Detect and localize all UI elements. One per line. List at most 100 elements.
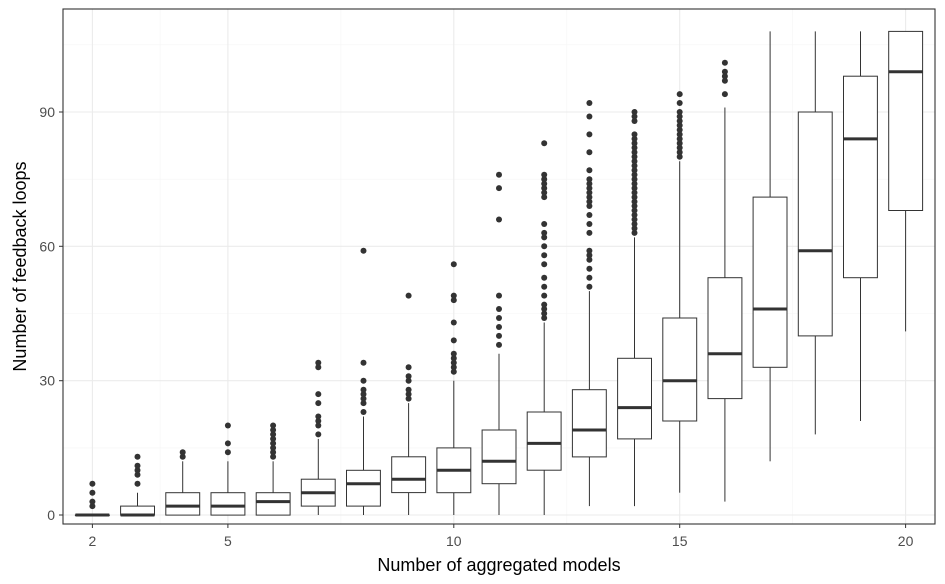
box-5 (210, 422, 246, 516)
outlier-point (270, 435, 277, 442)
outlier-point (586, 100, 593, 106)
box-2 (74, 480, 110, 517)
outlier-point (315, 400, 322, 407)
axis-ticks: 2 5 10 15 20 0 30 60 90 (39, 104, 913, 549)
outlier-point (541, 274, 548, 281)
outlier-point (496, 341, 502, 348)
outlier-point (676, 126, 683, 133)
outlier-point (315, 418, 322, 424)
outlier-point (586, 198, 593, 205)
box-8 (346, 247, 381, 515)
outlier-point (631, 180, 638, 187)
outlier-point (541, 229, 548, 236)
outlier-point (270, 427, 277, 433)
box-3 (120, 453, 155, 517)
outlier-point (676, 118, 683, 124)
outlier-point (450, 368, 457, 375)
outlier-point (541, 180, 548, 187)
outlier-point (450, 261, 457, 268)
outlier-point (89, 503, 96, 510)
outlier-point (450, 359, 457, 366)
box-iqr (346, 469, 381, 507)
outlier-point (631, 212, 638, 218)
box-iqr (571, 389, 607, 458)
outlier-point (541, 261, 548, 268)
x-tick-label: 20 (898, 533, 914, 549)
outlier-point (586, 194, 593, 201)
outlier-point (586, 252, 593, 259)
outlier-point (586, 256, 593, 263)
outlier-point (315, 391, 322, 398)
y-tick-label: 60 (39, 238, 55, 254)
outlier-point (405, 292, 412, 299)
outlier-point (405, 391, 412, 398)
outlier-point (224, 449, 231, 456)
outlier-point (89, 480, 96, 487)
outlier-point (586, 229, 593, 236)
box-iqr (165, 492, 201, 516)
outlier-point (586, 176, 593, 183)
outlier-point (631, 149, 638, 156)
outlier-point (721, 59, 728, 66)
outlier-point (405, 364, 412, 371)
outlier-point (450, 297, 457, 304)
y-tick-label: 0 (47, 507, 55, 523)
outlier-point (541, 176, 548, 183)
outlier-point (631, 216, 638, 223)
outlier-point (541, 140, 548, 147)
outlier-point (586, 185, 593, 192)
outlier-point (134, 467, 141, 474)
box-9 (391, 292, 427, 515)
outlier-point (631, 113, 638, 120)
outlier-point (586, 189, 593, 196)
outlier-point (450, 364, 457, 371)
outlier-point (631, 185, 638, 192)
box-19 (843, 31, 878, 421)
box-4 (165, 449, 201, 516)
outlier-point (631, 162, 638, 169)
outlier-point (134, 453, 141, 460)
outlier-point (676, 100, 683, 106)
outlier-point (541, 306, 548, 312)
outlier-point (676, 153, 683, 160)
outlier-point (541, 292, 548, 299)
outlier-point (586, 149, 593, 156)
outlier-point (541, 315, 548, 321)
box-17 (752, 31, 788, 462)
outlier-point (541, 194, 548, 201)
outlier-point (631, 176, 638, 183)
outlier-point (360, 377, 367, 384)
box-7 (300, 359, 336, 515)
outlier-point (541, 283, 548, 290)
outlier-point (721, 68, 728, 75)
outlier-point (179, 453, 186, 460)
outlier-point (405, 377, 412, 384)
box-iqr (526, 411, 562, 471)
outlier-point (676, 109, 683, 115)
outlier-point (360, 359, 367, 366)
outlier-point (676, 135, 683, 142)
outlier-point (315, 364, 322, 371)
outlier-point (631, 158, 638, 165)
outlier-point (631, 135, 638, 142)
outlier-point (631, 171, 638, 178)
outlier-point (541, 243, 548, 250)
outlier-point (360, 247, 367, 254)
box-6 (255, 422, 291, 516)
outlier-point (631, 207, 638, 214)
y-axis-title: Number of feedback loops (10, 161, 30, 371)
outlier-point (676, 140, 683, 147)
x-tick-label: 10 (446, 533, 462, 549)
outlier-point (631, 225, 638, 232)
outlier-point (270, 453, 277, 460)
outlier-point (450, 319, 457, 326)
box-14 (617, 109, 652, 507)
outlier-point (676, 113, 683, 120)
outlier-point (89, 498, 96, 505)
box-13 (571, 100, 607, 507)
box-15 (662, 91, 698, 493)
box-iqr (255, 492, 291, 516)
outlier-point (270, 431, 277, 438)
outlier-point (586, 283, 593, 290)
